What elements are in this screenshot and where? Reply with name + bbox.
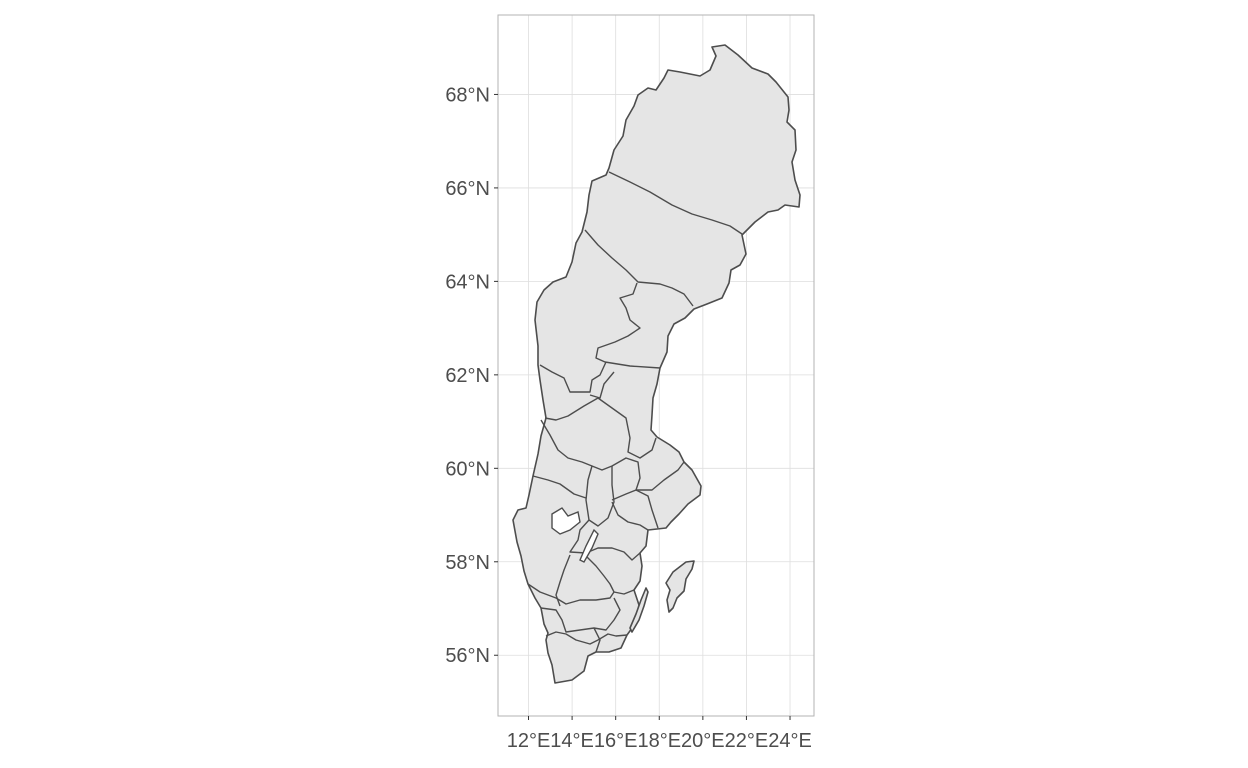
county-border: [569, 519, 641, 561]
lat-tick-label: 62°N: [445, 365, 490, 387]
lat-tick-label: 68°N: [445, 84, 490, 106]
county-border: [539, 361, 607, 393]
lon-tick-label: 18°E: [637, 730, 681, 752]
lake-vattern: [579, 528, 599, 563]
county-border: [540, 419, 685, 491]
latitude-axis: 56°N 58°N 60°N 62°N 64°N 66°N 68°N: [445, 84, 498, 667]
lat-tick-label: 66°N: [445, 178, 490, 200]
lat-tick-label: 56°N: [445, 645, 490, 667]
county-border: [585, 555, 635, 595]
longitude-axis: 12°E 14°E 16°E 18°E 20°E 22°E 24°E: [507, 716, 812, 752]
county-border: [545, 631, 628, 645]
oland-island: [629, 587, 649, 633]
county-border: [611, 501, 649, 531]
lon-tick-label: 24°E: [768, 730, 812, 752]
lat-tick-label: 64°N: [445, 271, 490, 293]
county-border: [540, 597, 621, 633]
gotland-island: [665, 560, 695, 613]
lon-tick-label: 14°E: [550, 730, 594, 752]
county-border: [611, 489, 659, 529]
county-border: [595, 282, 661, 369]
county-border: [544, 397, 657, 459]
county-border: [585, 465, 615, 527]
map-panel-border: [497, 14, 815, 717]
county-border: [589, 371, 615, 399]
lat-tick-label: 60°N: [445, 458, 490, 480]
lon-tick-label: 20°E: [681, 730, 725, 752]
lon-tick-label: 22°E: [725, 730, 769, 752]
county-border: [593, 627, 601, 653]
county-border: [608, 171, 743, 235]
county-border: [584, 229, 694, 307]
county-border: [527, 583, 615, 605]
county-border: [532, 475, 587, 499]
lake-vanern: [551, 507, 581, 535]
lon-tick-label: 16°E: [594, 730, 638, 752]
sweden-mainland: [512, 44, 801, 684]
sweden-regions: [512, 44, 801, 684]
lon-tick-label: 12°E: [507, 730, 551, 752]
lat-tick-label: 58°N: [445, 552, 490, 574]
